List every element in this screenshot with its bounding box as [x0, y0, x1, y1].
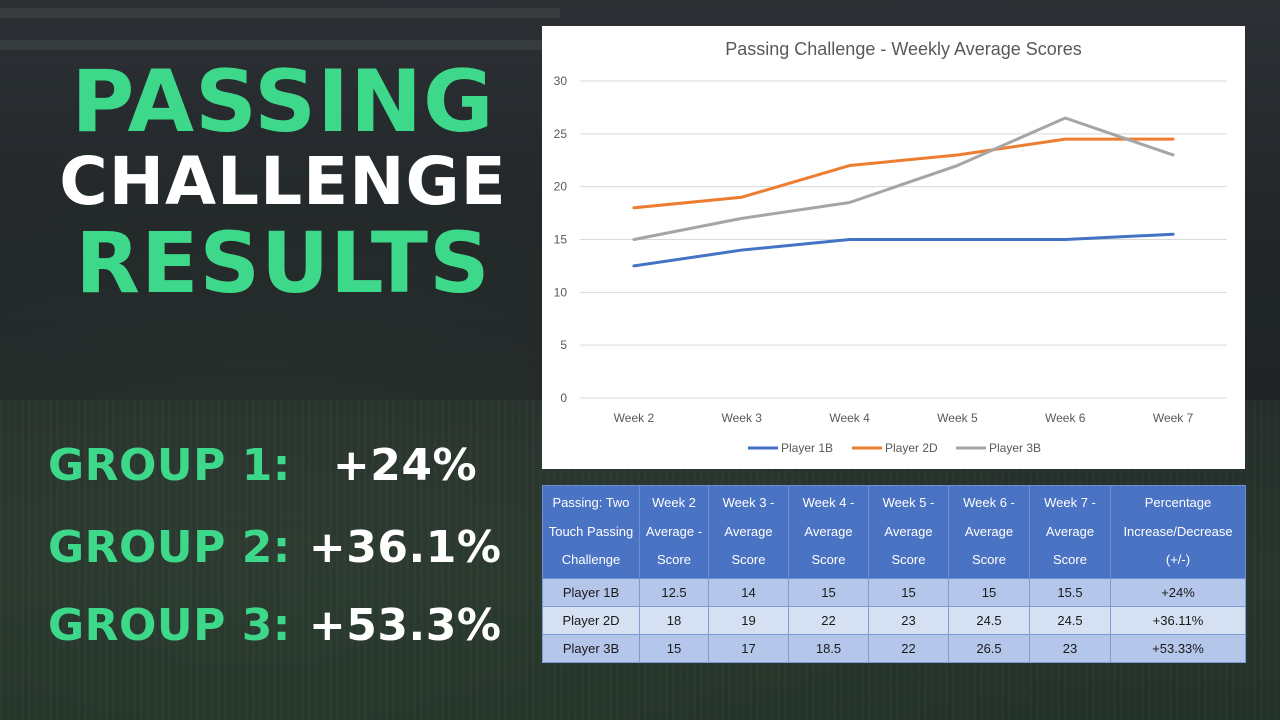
x-tick-label: Week 2	[614, 411, 655, 425]
table-header-cell: Week 2 Average - Score	[639, 485, 709, 579]
series-line-player-2d	[632, 137, 1175, 210]
table-cell: 22	[788, 605, 869, 635]
group-3-label: GROUP 3:	[48, 600, 291, 651]
table-header-cell: Week 3 - Average Score	[708, 485, 789, 579]
table-cell: 15	[948, 577, 1030, 607]
y-tick-label: 10	[554, 285, 568, 299]
legend-label: Player 1B	[781, 441, 833, 455]
headline-line-1: PASSING	[71, 52, 495, 152]
group-2-label: GROUP 2:	[48, 522, 291, 573]
x-tick-label: Week 3	[722, 411, 763, 425]
series-line-player-3b	[632, 116, 1175, 241]
y-tick-label: 0	[560, 391, 567, 405]
table-row: Player 3B 15 17 18.5 22 26.5 23 +53.33%	[542, 633, 1246, 663]
table-cell: 18.5	[788, 633, 869, 663]
table-cell: 24.5	[1029, 605, 1111, 635]
x-tick-label: Week 6	[1045, 411, 1086, 425]
legend-label: Player 2D	[885, 441, 938, 455]
y-tick-label: 5	[560, 338, 567, 352]
table-cell: 26.5	[948, 633, 1030, 663]
table-header-cell: Passing: Two Touch Passing Challenge	[542, 485, 640, 579]
x-tick-label: Week 4	[829, 411, 870, 425]
table-cell: Player 3B	[542, 633, 640, 663]
table-cell: 17	[708, 633, 789, 663]
table-cell: 19	[708, 605, 789, 635]
series-line-player-1b	[632, 232, 1175, 268]
table-cell: 15	[788, 577, 869, 607]
table-cell: 15.5	[1029, 577, 1111, 607]
table-cell: +53.33%	[1110, 633, 1246, 663]
table-header-cell: Week 4 - Average Score	[788, 485, 869, 579]
headline-line-2: CHALLENGE	[59, 143, 507, 220]
table-cell: Player 2D	[542, 605, 640, 635]
x-tick-label: Week 5	[937, 411, 978, 425]
table-cell: 23	[1029, 633, 1111, 663]
table-cell: 12.5	[639, 577, 709, 607]
y-tick-label: 15	[554, 233, 568, 247]
table-header-cell: Week 5 - Average Score	[868, 485, 949, 579]
legend-label: Player 3B	[989, 441, 1041, 455]
headline: PASSING CHALLENGE RESULTS	[48, 58, 518, 308]
table-header-cell: Week 6 - Average Score	[948, 485, 1030, 579]
score-table: Passing: Two Touch Passing Challenge Week…	[542, 485, 1246, 663]
group-3-result: GROUP 3: +53.3%	[48, 600, 501, 651]
table-cell: +36.11%	[1110, 605, 1246, 635]
group-2-value: +36.1%	[308, 522, 502, 573]
ceiling-beam	[0, 40, 560, 50]
group-1-label: GROUP 1:	[48, 440, 291, 491]
table-header-cell: Week 7 - Average Score	[1029, 485, 1111, 579]
table-row: Player 2D 18 19 22 23 24.5 24.5 +36.11%	[542, 605, 1246, 635]
table-cell: 24.5	[948, 605, 1030, 635]
y-tick-label: 30	[554, 74, 568, 88]
x-tick-label: Week 7	[1153, 411, 1194, 425]
chart-title: Passing Challenge - Weekly Average Score…	[725, 39, 1082, 59]
table-cell: 23	[868, 605, 949, 635]
table-cell: 15	[639, 633, 709, 663]
table-cell: +24%	[1110, 577, 1246, 607]
line-chart: Passing Challenge - Weekly Average Score…	[554, 39, 1227, 455]
ceiling-beam	[0, 8, 560, 18]
group-1-result: GROUP 1: +24%	[48, 440, 477, 491]
table-row: Player 1B 12.5 14 15 15 15 15.5 +24%	[542, 577, 1246, 607]
table-cell: 15	[868, 577, 949, 607]
group-1-value: +24%	[332, 440, 478, 491]
table-cell: Player 1B	[542, 577, 640, 607]
group-2-result: GROUP 2: +36.1%	[48, 522, 501, 573]
table-cell: 18	[639, 605, 709, 635]
headline-line-3: RESULTS	[75, 214, 491, 312]
line-chart-panel: Passing Challenge - Weekly Average Score…	[542, 26, 1245, 469]
group-3-value: +53.3%	[308, 600, 502, 651]
y-tick-label: 20	[554, 180, 568, 194]
table-cell: 22	[868, 633, 949, 663]
y-tick-label: 25	[554, 127, 568, 141]
table-header-cell: Percentage Increase/Decrease (+/-)	[1110, 485, 1246, 579]
table-header-row: Passing: Two Touch Passing Challenge Week…	[542, 485, 1246, 579]
table-cell: 14	[708, 577, 789, 607]
